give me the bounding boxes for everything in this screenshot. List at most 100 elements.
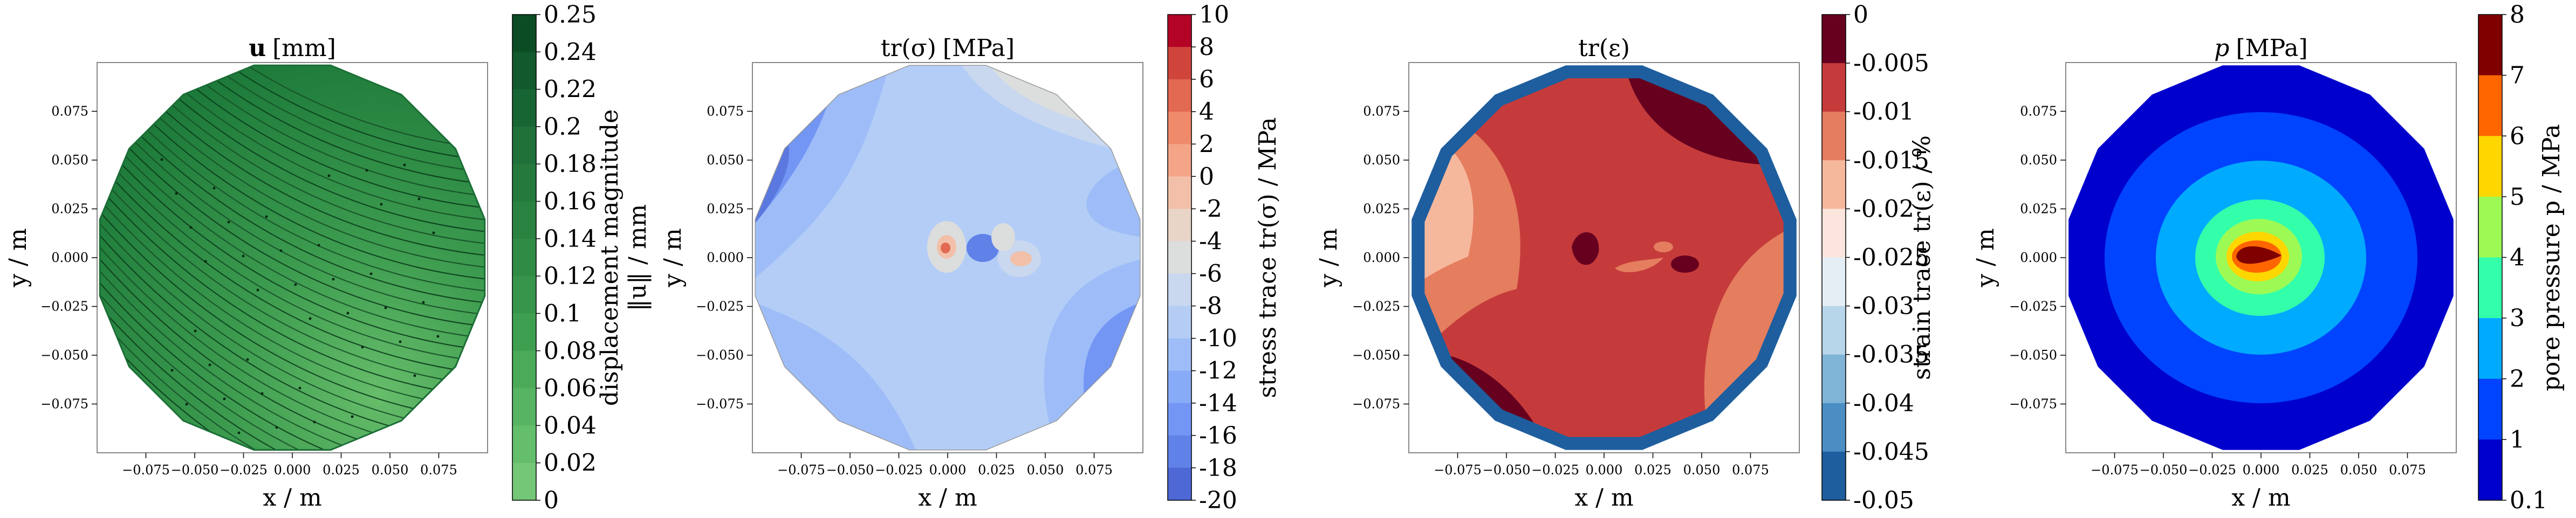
stream-seed (361, 346, 364, 349)
colorbar-swatch (1822, 354, 1846, 404)
stream-seed (365, 169, 368, 172)
streamline (100, 65, 485, 187)
colorbar-swatch (2478, 378, 2502, 440)
colorbar-tick-label: 4 (2510, 244, 2525, 272)
x-tick-label: 0.050 (372, 462, 409, 478)
colorbar-swatch (512, 126, 536, 164)
x-tick-label: −0.075 (122, 462, 170, 478)
colorbar-swatch (1168, 467, 1191, 501)
x-tick-label: −0.075 (777, 462, 825, 478)
x-ticks: −0.075 −0.050 −0.025 0.000 0.025 0.050 0.075 (777, 453, 1113, 478)
y-axis-label: y / m (1315, 228, 1342, 287)
colorbar-tick-label: 0.14 (544, 225, 597, 253)
colorbar-tick-label: -0.005 (1853, 50, 1929, 77)
colorbar: 0 -0.005 -0.01 -0.015 -0.02 -0.025 -0.03 -0.035… (1821, 1, 1929, 514)
stream-seed (346, 312, 350, 315)
colorbar-tick-label: -0.015 (1853, 147, 1929, 174)
stream-seed (327, 174, 331, 177)
stream-seed (265, 215, 268, 218)
colorbar-tick-label: 0.24 (544, 38, 597, 66)
stream-seed (185, 403, 188, 406)
x-tick-label: 0.025 (978, 462, 1015, 478)
y-tick-label: 0.025 (51, 202, 88, 217)
y-tick-label: 0.050 (51, 153, 88, 168)
streamline (100, 148, 485, 376)
colorbar-tick-label: 0 (1853, 1, 1868, 29)
colorbar-swatch (1168, 176, 1191, 209)
y-ticks: 0.075 0.050 0.025 0.000 −0.025 −0.050 −0.075 (1352, 104, 1409, 412)
colorbar-tick-label: 0.2 (544, 113, 581, 141)
colorbar-swatch (512, 238, 536, 277)
stream-seed (313, 420, 316, 424)
y-tick-label: 0.025 (707, 202, 744, 217)
colorbar-swatch (1822, 63, 1846, 112)
y-tick-label: 0.000 (1363, 250, 1400, 265)
colorbar-tick-label: -8 (1199, 293, 1222, 320)
panel-title: u [mm] (249, 34, 336, 62)
colorbar-swatch (512, 15, 536, 52)
colorbar-swatch (1822, 257, 1846, 307)
colorbar-tick-label: 7 (2510, 62, 2525, 89)
displacement-field (100, 65, 485, 450)
colorbar-swatch (1168, 79, 1191, 112)
colorbar-swatch (512, 201, 536, 239)
y-tick-label: 0.050 (707, 153, 744, 168)
colorbar-swatch (512, 89, 536, 127)
panel-pressure: p [MPa] x / m y / m −0.075 −0.050 −0.025 0.0… (1972, 1, 2565, 514)
colorbar-frame (1167, 14, 1192, 501)
streamline (100, 65, 485, 222)
colorbar-tick-label: -0.02 (1853, 195, 1914, 223)
y-tick-label: 0.025 (2020, 202, 2057, 217)
x-tick-label: 0.000 (2243, 462, 2280, 478)
strain-contours (1424, 78, 1784, 438)
y-tick-label: 0.000 (2020, 250, 2057, 265)
x-tick-label: −0.050 (1483, 462, 1531, 478)
streamline (100, 65, 485, 151)
y-tick-label: 0.075 (1363, 104, 1400, 119)
panel-title: p [MPa] (2214, 34, 2307, 62)
colorbar-tick-label: -20 (1199, 487, 1237, 514)
x-tick-label: −0.050 (826, 462, 874, 478)
y-tick-label: 0.000 (707, 250, 744, 265)
stream-seed (298, 386, 302, 390)
y-axis-label: y / m (659, 228, 687, 287)
y-tick-label: −0.075 (40, 397, 88, 412)
y-tick-label: −0.025 (2009, 299, 2057, 314)
x-ticks: −0.075 −0.050 −0.025 0.000 0.025 0.050 0.075 (1434, 453, 1769, 478)
strain-inner (1423, 77, 1785, 438)
colorbar-swatch (512, 388, 536, 426)
streamline (100, 279, 485, 450)
colorbar-swatch (2478, 439, 2502, 501)
panel-stress: tr(σ) [MPa] x / m y / m −0.075 −0.050 −0.02… (659, 1, 1282, 514)
y-axis-label: y / m (1972, 228, 1999, 287)
colorbar-tick-label: 0.02 (544, 450, 597, 477)
stream-seed (256, 288, 259, 292)
streamline (100, 65, 485, 210)
stream-seed (275, 426, 278, 429)
colorbar-swatch (1168, 112, 1191, 144)
colorbar-tick-label: -0.045 (1853, 438, 1929, 466)
colorbar-tick-label: 0.1 (2510, 487, 2547, 514)
x-ticks: −0.075 −0.050 −0.025 0.000 0.025 0.050 0.075 (122, 453, 457, 478)
x-tick-label: 0.025 (323, 462, 360, 478)
colorbar-tick-label: -18 (1199, 454, 1237, 482)
x-tick-label: 0.025 (1634, 462, 1671, 478)
colorbar-label: displacement magnitude‖u‖ / mm (596, 109, 652, 406)
stream-seed (309, 317, 312, 320)
x-axis-label: x / m (263, 484, 321, 512)
colorbar-tick-label: 0.06 (544, 375, 597, 402)
stream-seed (160, 158, 163, 161)
streamline (100, 172, 485, 400)
colorbar-swatch (1822, 306, 1846, 355)
stream-seed (208, 363, 211, 367)
streamline (100, 65, 485, 175)
x-axis-label: x / m (2231, 484, 2290, 512)
streamline (100, 65, 485, 198)
x-tick-label: −0.025 (1531, 462, 1579, 478)
colorbar-swatch (1168, 273, 1191, 307)
colorbar-swatch (1822, 451, 1846, 501)
y-tick-label: −0.050 (696, 348, 744, 363)
stream-seed (332, 278, 335, 281)
colorbar-label: pore pressure p / MPa (2538, 124, 2565, 391)
stream-seed (380, 203, 383, 206)
